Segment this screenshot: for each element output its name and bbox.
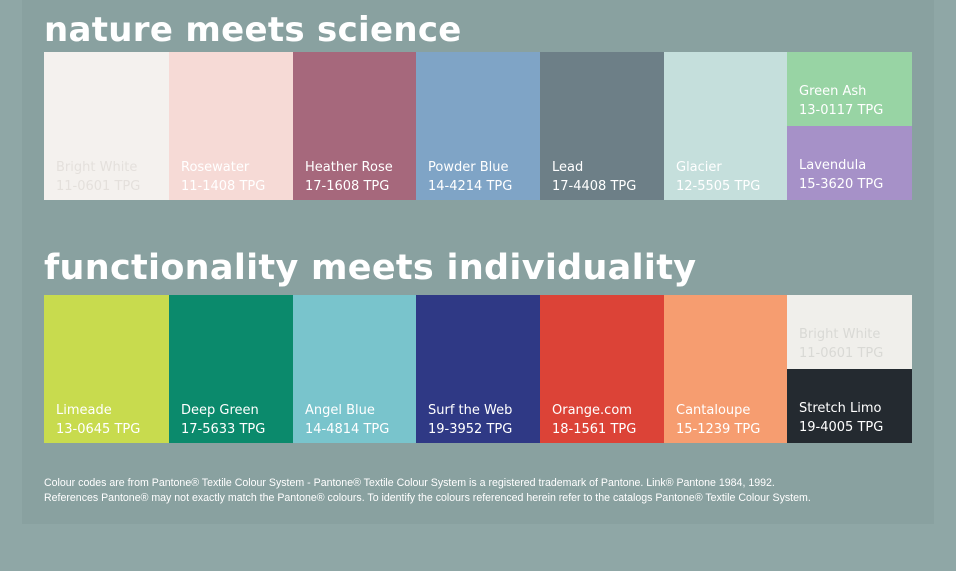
- color-code: 18-1561 TPG: [552, 422, 637, 437]
- color-code: 11-0601 TPG: [799, 346, 884, 361]
- color-name: Bright White: [799, 327, 881, 342]
- swatch-label: Green Ash 13-0117 TPG: [799, 82, 883, 120]
- swatch-angel-blue: Angel Blue 14-4814 TPG: [293, 295, 416, 443]
- swatch-lead: Lead 17-4408 TPG: [540, 52, 664, 200]
- color-code: 15-3620 TPG: [799, 177, 884, 192]
- swatch-lavendula: Lavendula 15-3620 TPG: [787, 126, 912, 200]
- color-name: Lead: [552, 160, 584, 175]
- swatch-heather-rose: Heather Rose 17-1608 TPG: [293, 52, 416, 200]
- footer-line-2: References Pantone® may not exactly matc…: [44, 492, 811, 504]
- swatch-rosewater: Rosewater 11-1408 TPG: [169, 52, 293, 200]
- color-name: Deep Green: [181, 403, 259, 418]
- swatch-label: Bright White 11-0601 TPG: [799, 325, 883, 363]
- color-code: 17-4408 TPG: [552, 179, 637, 194]
- swatch-bright-white: Bright White 11-0601 TPG: [44, 52, 169, 200]
- swatch-label: Powder Blue 14-4214 TPG: [428, 158, 512, 196]
- swatch-limeade: Limeade 13-0645 TPG: [44, 295, 169, 443]
- swatch-row-1: Bright White 11-0601 TPG Rosewater 11-1408 …: [44, 52, 912, 200]
- color-code: 17-5633 TPG: [181, 422, 266, 437]
- swatch-bright-white: Bright White 11-0601 TPG: [787, 295, 912, 369]
- swatch-label: Glacier 12-5505 TPG: [676, 158, 760, 196]
- footer-line-1: Colour codes are from Pantone® Textile C…: [44, 477, 775, 489]
- color-name: Orange.com: [552, 403, 632, 418]
- section-title-functionality-meets-individuality: functionality meets individuality: [44, 248, 697, 288]
- swatch-label: Deep Green 17-5633 TPG: [181, 401, 265, 439]
- swatch-label: Heather Rose 17-1608 TPG: [305, 158, 393, 196]
- color-code: 12-5505 TPG: [676, 179, 761, 194]
- swatch-label: Rosewater 11-1408 TPG: [181, 158, 265, 196]
- color-name: Surf the Web: [428, 403, 513, 418]
- color-name: Rosewater: [181, 160, 250, 175]
- color-name: Stretch Limo: [799, 401, 882, 416]
- swatch-glacier: Glacier 12-5505 TPG: [664, 52, 787, 200]
- color-code: 14-4214 TPG: [428, 179, 513, 194]
- swatch-label: Orange.com 18-1561 TPG: [552, 401, 636, 439]
- swatch-stretch-limo: Stretch Limo 19-4005 TPG: [787, 369, 912, 443]
- swatch-label: Cantaloupe 15-1239 TPG: [676, 401, 760, 439]
- swatch-label: Bright White 11-0601 TPG: [56, 158, 140, 196]
- color-name: Powder Blue: [428, 160, 509, 175]
- swatch-label: Surf the Web 19-3952 TPG: [428, 401, 512, 439]
- color-code: 15-1239 TPG: [676, 422, 761, 437]
- color-name: Heather Rose: [305, 160, 393, 175]
- swatch-cantaloupe: Cantaloupe 15-1239 TPG: [664, 295, 787, 443]
- swatch-label: Stretch Limo 19-4005 TPG: [799, 399, 883, 437]
- section-title-nature-meets-science: nature meets science: [44, 10, 462, 50]
- color-name: Lavendula: [799, 158, 867, 173]
- color-code: 11-1408 TPG: [181, 179, 266, 194]
- swatch-surf-the-web: Surf the Web 19-3952 TPG: [416, 295, 540, 443]
- swatch-label: Lead 17-4408 TPG: [552, 158, 636, 196]
- swatch-powder-blue: Powder Blue 14-4214 TPG: [416, 52, 540, 200]
- color-name: Green Ash: [799, 84, 867, 99]
- color-code: 13-0645 TPG: [56, 422, 141, 437]
- color-code: 14-4814 TPG: [305, 422, 390, 437]
- swatch-label: Angel Blue 14-4814 TPG: [305, 401, 389, 439]
- color-code: 13-0117 TPG: [799, 103, 884, 118]
- footer-note: Colour codes are from Pantone® Textile C…: [44, 476, 924, 506]
- color-name: Angel Blue: [305, 403, 375, 418]
- swatch-row-2: Limeade 13-0645 TPG Deep Green 17-5633 TPG A…: [44, 295, 912, 443]
- swatch-orange-com: Orange.com 18-1561 TPG: [540, 295, 664, 443]
- color-name: Glacier: [676, 160, 722, 175]
- color-code: 19-4005 TPG: [799, 420, 884, 435]
- color-code: 11-0601 TPG: [56, 179, 141, 194]
- color-code: 19-3952 TPG: [428, 422, 513, 437]
- swatch-label: Lavendula 15-3620 TPG: [799, 156, 883, 194]
- swatch-deep-green: Deep Green 17-5633 TPG: [169, 295, 293, 443]
- color-code: 17-1608 TPG: [305, 179, 390, 194]
- swatch-label: Limeade 13-0645 TPG: [56, 401, 140, 439]
- color-name: Limeade: [56, 403, 112, 418]
- color-name: Cantaloupe: [676, 403, 751, 418]
- color-name: Bright White: [56, 160, 138, 175]
- swatch-green-ash: Green Ash 13-0117 TPG: [787, 52, 912, 126]
